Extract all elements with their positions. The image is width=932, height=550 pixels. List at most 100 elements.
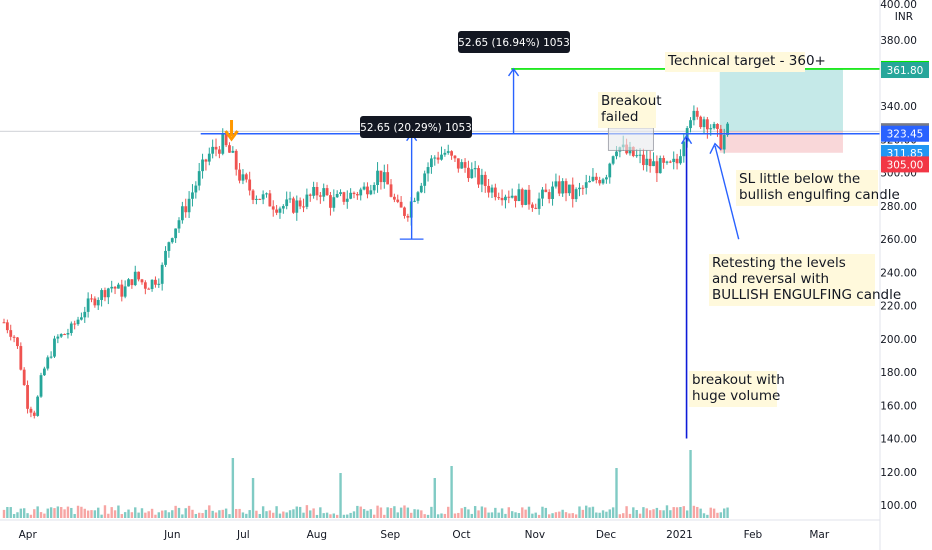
candle-body bbox=[655, 161, 659, 174]
volume-bar bbox=[564, 512, 568, 518]
candle-body bbox=[672, 158, 676, 163]
volume-bar bbox=[497, 512, 500, 518]
volume-bar bbox=[90, 510, 93, 518]
volume-bar bbox=[211, 510, 214, 518]
candle-body bbox=[69, 323, 73, 334]
candle-body bbox=[635, 155, 639, 157]
volume-bar bbox=[440, 513, 443, 518]
volume-bar bbox=[309, 510, 312, 518]
candle-body bbox=[433, 157, 437, 159]
price-tag bbox=[881, 62, 929, 79]
candle-body bbox=[436, 157, 440, 160]
drawing-lines bbox=[200, 67, 880, 439]
candle-body bbox=[224, 134, 228, 146]
candle-body bbox=[460, 162, 464, 169]
volume-bar bbox=[682, 506, 686, 518]
candle-body bbox=[726, 123, 729, 136]
candle-body bbox=[510, 195, 514, 198]
candle-body bbox=[554, 181, 558, 187]
candle-body bbox=[130, 279, 134, 286]
candle-body bbox=[83, 311, 87, 318]
volume-bar bbox=[43, 513, 46, 518]
volume-bar bbox=[447, 506, 450, 518]
volume-bar bbox=[554, 512, 558, 518]
breakout-failed-note-line: Breakout bbox=[601, 93, 662, 109]
volume-bar bbox=[342, 514, 346, 518]
candle-body bbox=[265, 193, 268, 195]
candle-body bbox=[133, 271, 137, 286]
volume-bar bbox=[504, 513, 507, 518]
volume-bar bbox=[127, 509, 130, 518]
candle-body bbox=[80, 317, 83, 320]
candle-body bbox=[255, 198, 258, 200]
volume-bar bbox=[319, 507, 322, 518]
candle-body bbox=[9, 330, 13, 337]
candle-body bbox=[524, 189, 528, 205]
volume-bar bbox=[60, 507, 63, 518]
price-axis[interactable]: 100.00 120.00 140.00 160.00 180.00 200.00 220.… bbox=[880, 11, 917, 512]
volume-bar bbox=[157, 512, 161, 518]
volume-bar bbox=[709, 507, 712, 518]
volume-bar bbox=[510, 511, 514, 518]
volume-bar bbox=[420, 510, 423, 518]
volume-bar bbox=[625, 506, 628, 518]
volume-bar bbox=[63, 509, 66, 518]
candle-body bbox=[261, 194, 265, 200]
volume-bar bbox=[521, 507, 524, 518]
volume-bar bbox=[46, 508, 49, 518]
sl-note-bg bbox=[736, 170, 878, 206]
price-tag bbox=[881, 156, 929, 173]
volume-bar bbox=[352, 511, 356, 518]
candle-body bbox=[396, 199, 400, 202]
candle-body bbox=[463, 162, 467, 168]
candle-body bbox=[527, 189, 531, 205]
candle-body bbox=[477, 168, 480, 185]
candle-body bbox=[228, 145, 231, 153]
candle-body bbox=[547, 192, 551, 199]
volume-bar bbox=[325, 512, 329, 518]
volume-bar bbox=[652, 509, 655, 518]
price-tag-text: 323.45 bbox=[887, 129, 924, 141]
candle-body bbox=[12, 336, 16, 338]
volume-bar bbox=[527, 506, 531, 518]
candle-body bbox=[601, 179, 605, 184]
candle-body bbox=[281, 206, 285, 209]
volume-bar bbox=[689, 450, 692, 518]
volume-note-line: breakout with bbox=[692, 372, 785, 388]
candle-body bbox=[594, 176, 598, 181]
breakout-failed-note-bg bbox=[598, 92, 656, 128]
volume-bars bbox=[2, 450, 729, 518]
volume-bar bbox=[685, 510, 689, 518]
volume-bar bbox=[100, 514, 103, 518]
volume-bar bbox=[585, 505, 588, 518]
volume-bar bbox=[322, 513, 325, 518]
candle-body bbox=[288, 198, 292, 200]
candle-body bbox=[382, 172, 386, 183]
candle-body bbox=[709, 128, 713, 130]
candle-body bbox=[302, 206, 305, 208]
volume-bar bbox=[329, 514, 332, 518]
volume-bar bbox=[706, 514, 709, 518]
volume-note-line: huge volume bbox=[692, 388, 780, 404]
volume-bar bbox=[648, 510, 652, 518]
candle-body bbox=[177, 220, 181, 229]
candle-body bbox=[605, 177, 608, 180]
candle-body bbox=[42, 368, 46, 376]
volume-bar bbox=[177, 507, 181, 518]
time-axis[interactable]: Apr Jun Jul Aug Sep Oct Nov Dec 2021 Feb Mar bbox=[19, 529, 830, 541]
candle-body bbox=[268, 193, 272, 207]
candle-body bbox=[16, 337, 19, 347]
candle-body bbox=[470, 169, 474, 179]
candle-body bbox=[514, 195, 517, 202]
candle-body bbox=[473, 168, 477, 170]
candle-body bbox=[295, 200, 299, 213]
volume-bar bbox=[558, 511, 561, 518]
candle-body bbox=[534, 207, 538, 209]
volume-bar bbox=[258, 513, 261, 518]
candle-body bbox=[113, 286, 117, 289]
candle-body bbox=[483, 174, 487, 186]
candle-body bbox=[318, 195, 322, 197]
retest-arrow bbox=[714, 145, 740, 240]
